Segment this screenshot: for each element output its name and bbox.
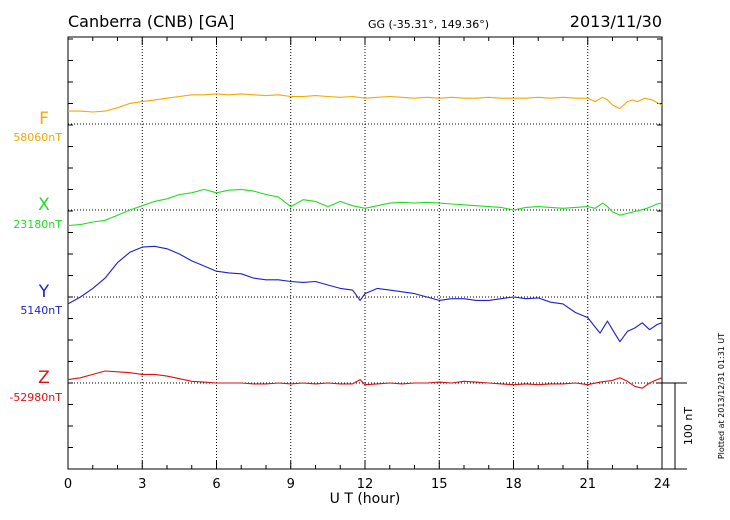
- axis-ticks: [67, 37, 663, 470]
- series-name-x: X: [38, 195, 50, 215]
- x-tick-label: 15: [431, 477, 448, 492]
- x-axis-label: U T (hour): [330, 491, 401, 507]
- station-title: Canberra (CNB) [GA]: [68, 12, 234, 31]
- x-tick-label: 12: [357, 477, 374, 492]
- x-tick-labels: 0 3 6 9 12 15 18 21 24: [64, 477, 670, 492]
- x-tick-label: 9: [287, 477, 295, 492]
- series-baseline-y: 5140nT: [20, 304, 62, 317]
- series-name-f: F: [39, 109, 49, 129]
- scale-bar: 100 nT: [662, 382, 695, 470]
- coordinates-label: GG (-35.31°, 149.36°): [368, 18, 489, 31]
- x-tick-label: 0: [64, 477, 72, 492]
- x-tick-label: 18: [505, 477, 522, 492]
- series-name-z: Z: [38, 368, 50, 388]
- scale-bar-label: 100 nT: [682, 407, 695, 445]
- grid-lines: [68, 37, 662, 469]
- series-labels: F 58060nT X 23180nT Y 5140nT Z -52980nT: [9, 109, 62, 404]
- series-line-x: [67, 188, 663, 227]
- series-name-y: Y: [38, 282, 50, 302]
- plotted-timestamp: Plotted at 2013/12/31 01:31 UT: [717, 333, 726, 459]
- series-line-z: [67, 370, 663, 389]
- series-baseline-f: 58060nT: [13, 131, 62, 144]
- series-line-f: [68, 93, 663, 113]
- date-label: 2013/11/30: [570, 12, 662, 31]
- x-tick-label: 21: [579, 477, 596, 492]
- series-baseline-z: -52980nT: [9, 391, 62, 404]
- series-line-y: [67, 245, 663, 343]
- x-tick-label: 6: [212, 477, 220, 492]
- series-baseline-x: 23180nT: [13, 218, 62, 231]
- x-tick-label: 3: [138, 477, 146, 492]
- x-tick-label: 24: [654, 477, 671, 492]
- series-lines: [67, 93, 663, 389]
